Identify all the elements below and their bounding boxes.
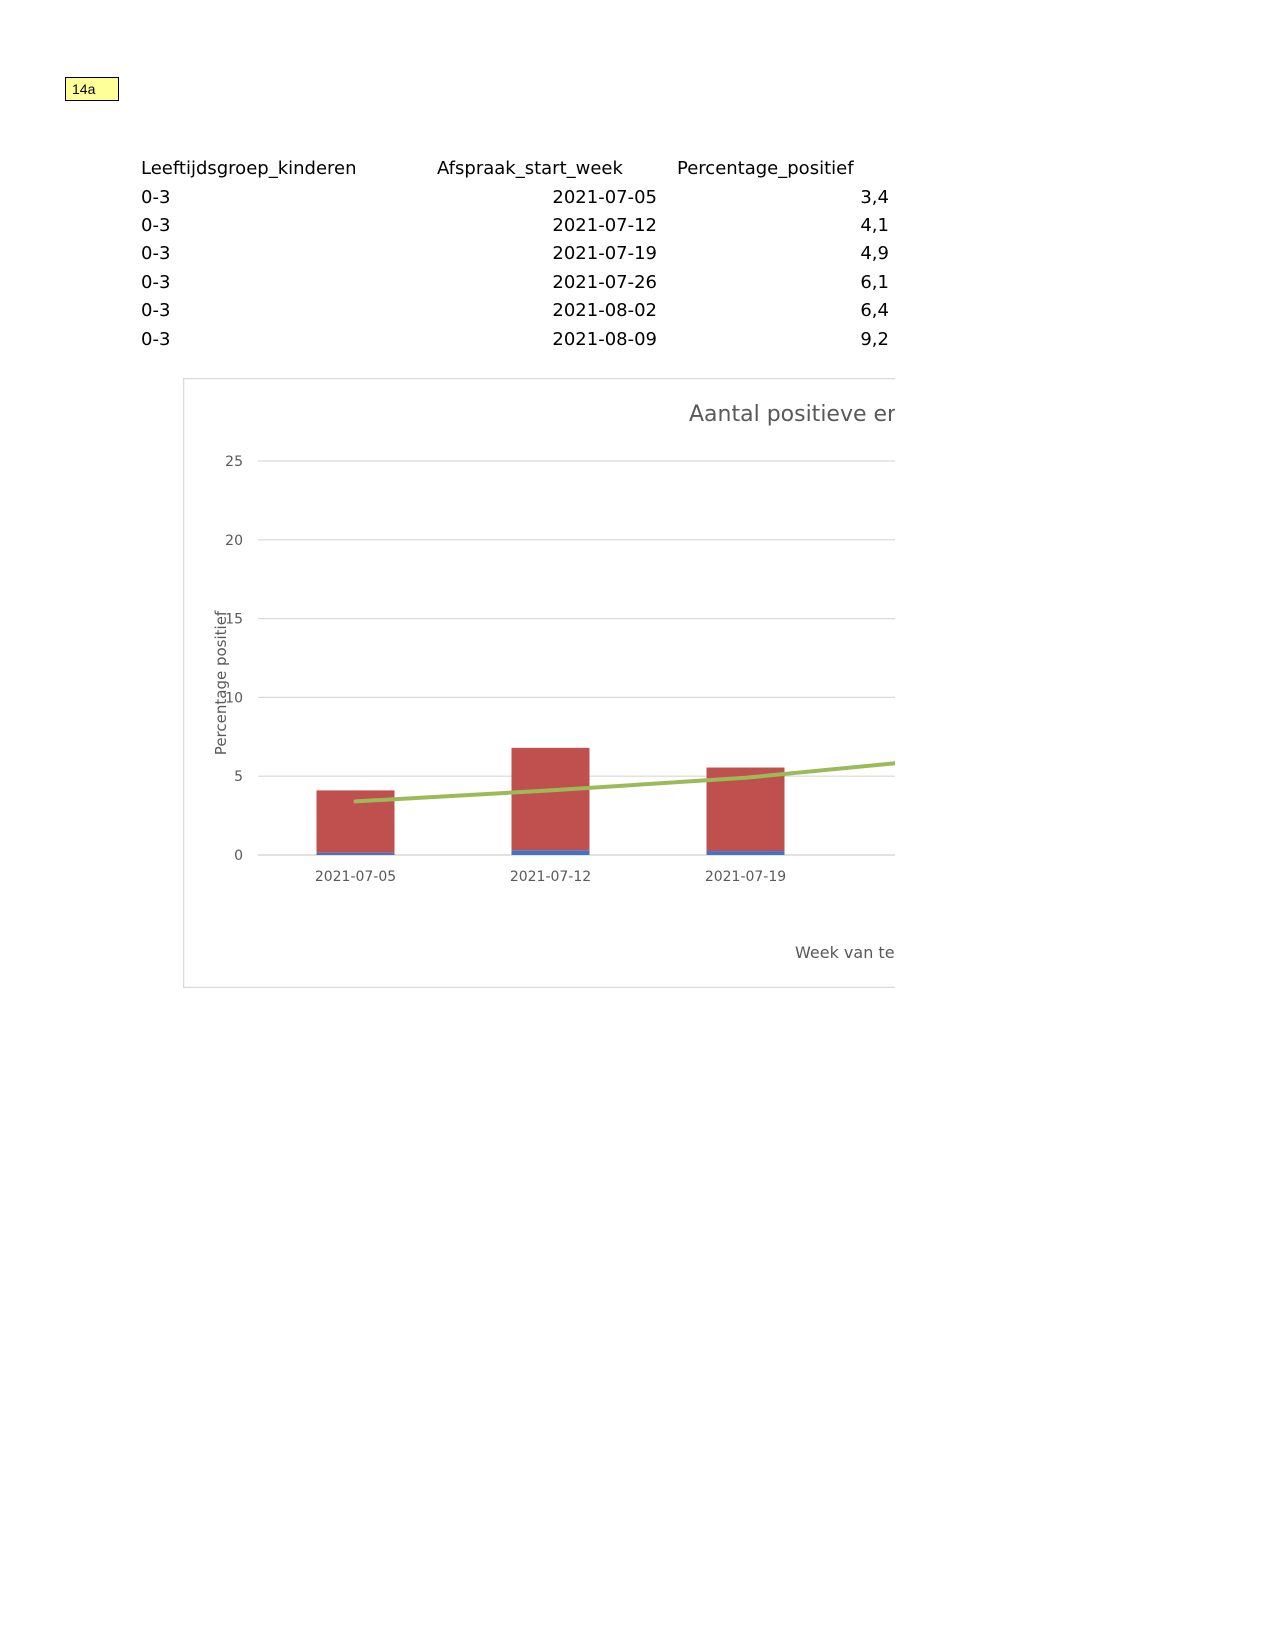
x-tick-label: 2021-07-05 [315, 869, 396, 885]
table-cell: 2021-07-12 [552, 214, 657, 236]
table-row: 0-3 2021-08-09 9,2 [141, 325, 889, 353]
table-cell: 0-3 [141, 243, 171, 265]
table-cell: 4,1 [860, 214, 889, 236]
table-row: 0-3 2021-07-05 3,4 [141, 183, 889, 211]
chart-border [183, 378, 895, 988]
table-row: 0-3 2021-07-19 4,9 [141, 240, 889, 268]
table-cell: 4,9 [860, 243, 889, 265]
table-row: 0-3 2021-07-26 6,1 [141, 269, 889, 297]
table-cell: 6,4 [860, 300, 889, 322]
x-axis-label: Week van te [795, 943, 895, 962]
y-tick-label: 5 [234, 769, 243, 785]
bar-segment [511, 747, 590, 851]
y-tick-label: 25 [225, 454, 243, 470]
bar-line-chart: 0 5 10 15 20 25 2021-07-05 2021-07-12 2021-07-1… [183, 378, 895, 988]
table-row: 0-3 2021-07-12 4,1 [141, 212, 889, 240]
table-header-row: Leeftijdsgroep_kinderen Afspraak_start_w… [141, 155, 889, 183]
table-cell: 2021-08-02 [552, 300, 657, 322]
table-cell: 2021-07-26 [552, 271, 657, 293]
table-cell: 0-3 [141, 186, 171, 208]
column-header: Leeftijdsgroep_kinderen [141, 158, 357, 180]
x-tick-label: 2021-07-12 [510, 869, 591, 885]
y-tick-label: 10 [225, 690, 243, 706]
trend-line-path [353, 761, 895, 804]
table-cell: 2021-08-09 [552, 328, 657, 350]
y-tick-label: 0 [234, 848, 243, 864]
y-tick-label: 15 [225, 612, 243, 628]
chart-container: 0 5 10 15 20 25 2021-07-05 2021-07-12 2021-07-1… [183, 378, 895, 988]
y-tick-labels: 0 5 10 15 20 25 [225, 454, 243, 864]
table-cell: 0-3 [141, 300, 171, 322]
gridlines [258, 460, 895, 856]
table-cell: 6,1 [860, 271, 889, 293]
table-cell: 2021-07-05 [552, 186, 657, 208]
table-cell: 9,2 [860, 328, 889, 350]
chart-title: Aantal positieve er [689, 402, 895, 427]
table-row: 0-3 2021-08-02 6,4 [141, 297, 889, 325]
table-cell: 0-3 [141, 214, 171, 236]
trend-line [353, 761, 895, 804]
bar-segment [706, 851, 785, 855]
table-cell: 3,4 [860, 186, 889, 208]
column-header: Afspraak_start_week [437, 158, 623, 180]
data-table: Leeftijdsgroep_kinderen Afspraak_start_w… [141, 155, 889, 354]
y-axis-label: Percentage positief [212, 610, 230, 755]
y-tick-label: 20 [225, 533, 243, 549]
bar-segment [316, 852, 395, 855]
bar-segment [511, 850, 590, 855]
column-header: Percentage_positief [677, 158, 854, 180]
table-cell: 0-3 [141, 328, 171, 350]
x-tick-labels: 2021-07-05 2021-07-12 2021-07-19 [315, 869, 786, 885]
section-tag: 14a [65, 77, 119, 101]
table-cell: 2021-07-19 [552, 243, 657, 265]
x-tick-label: 2021-07-19 [705, 869, 786, 885]
table-cell: 0-3 [141, 271, 171, 293]
